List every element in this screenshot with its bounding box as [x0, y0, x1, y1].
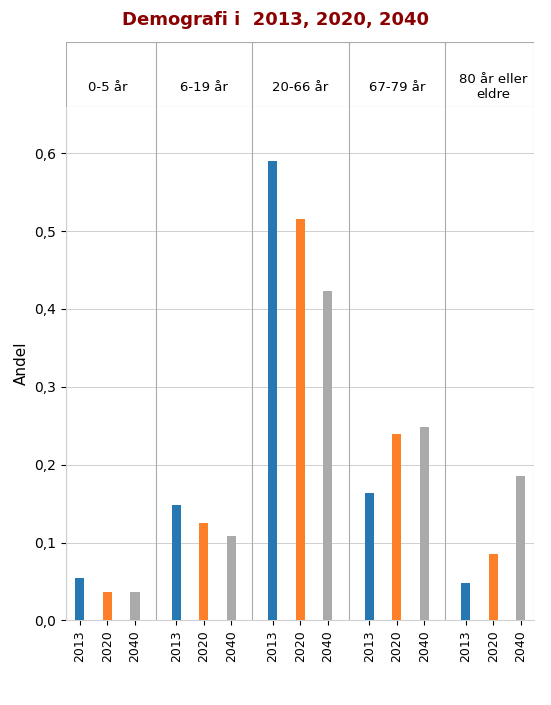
Bar [489, 554, 498, 620]
Bar [199, 523, 208, 620]
Bar [365, 493, 374, 620]
Bar [131, 591, 139, 620]
Bar [296, 219, 305, 620]
Text: Demografi i  2013, 2020, 2040: Demografi i 2013, 2020, 2040 [122, 11, 429, 29]
Text: 80 år eller
eldre: 80 år eller eldre [459, 73, 527, 102]
Bar [227, 537, 236, 620]
Bar [75, 577, 84, 620]
Bar [420, 427, 429, 620]
Text: 67-79 år: 67-79 år [369, 81, 425, 94]
Bar [516, 477, 525, 620]
Text: 6-19 år: 6-19 år [180, 81, 228, 94]
Text: 20-66 år: 20-66 år [272, 81, 328, 94]
Bar [461, 583, 470, 620]
Y-axis label: Andel: Andel [14, 342, 29, 385]
Bar [172, 505, 181, 620]
Text: 0-5 år: 0-5 år [88, 81, 127, 94]
Bar [392, 434, 401, 620]
Bar [103, 591, 112, 620]
Bar [323, 291, 332, 620]
Bar [268, 161, 277, 620]
